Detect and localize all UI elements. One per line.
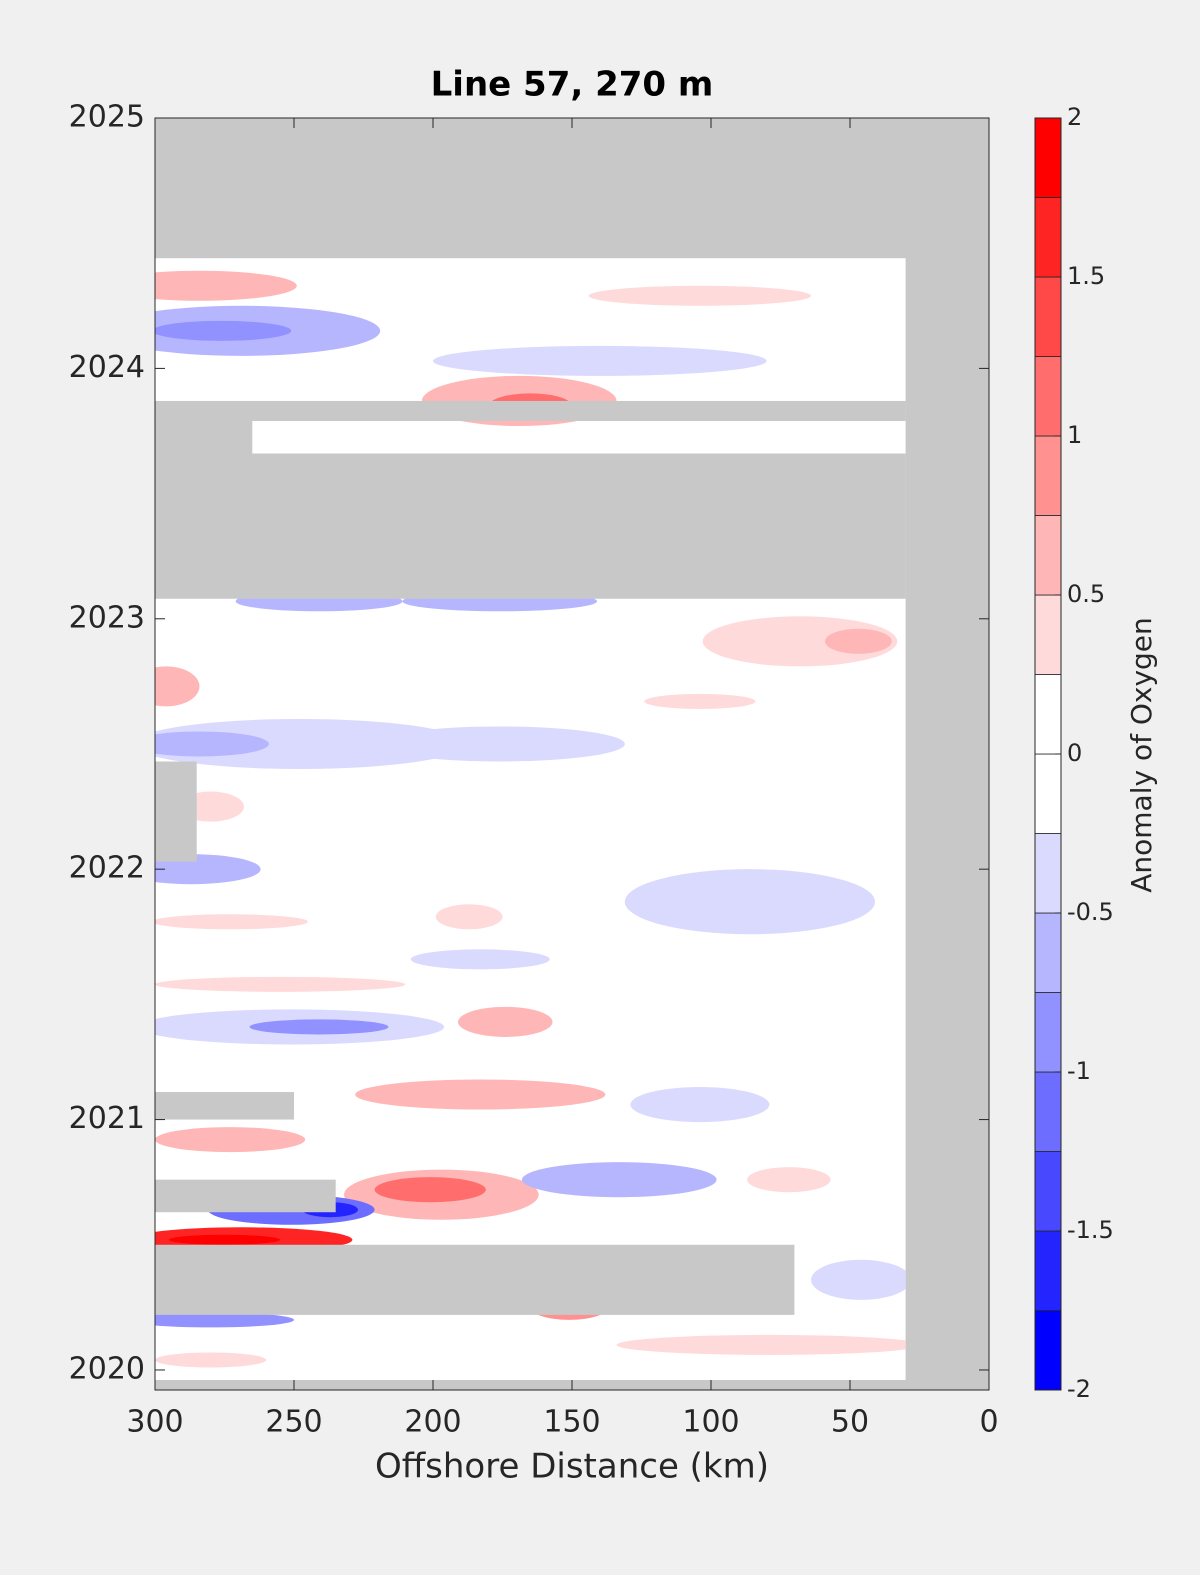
contour-region [811, 1259, 906, 1300]
x-tick-label: 150 [543, 1405, 600, 1440]
colorbar-tick-label: -0.5 [1067, 898, 1114, 926]
colorbar-tick-label: 2 [1067, 103, 1082, 131]
y-tick-label: 2021 [69, 1101, 145, 1136]
no-data-region [155, 400, 906, 421]
colorbar-band [1034, 117, 1062, 198]
contour-region [824, 628, 892, 654]
colorbar-band [1034, 515, 1062, 596]
contour-region [588, 285, 812, 306]
x-tick-label: 300 [126, 1405, 183, 1440]
no-data-region [155, 1179, 336, 1213]
colorbar-band [1034, 753, 1062, 834]
contour-region [624, 869, 876, 935]
contour-region [249, 1019, 389, 1035]
colorbar-band [1034, 992, 1062, 1073]
colorbar-band [1034, 276, 1062, 357]
y-tick-label: 2022 [69, 851, 145, 886]
x-axis-label: Offshore Distance (km) [375, 1447, 769, 1487]
x-tick-label: 100 [682, 1405, 739, 1440]
contour-region [410, 949, 550, 970]
colorbar-band [1034, 833, 1062, 914]
colorbar-tick-label: 1.5 [1067, 262, 1105, 290]
contour-region [155, 914, 308, 930]
contour-region [155, 1352, 267, 1368]
colorbar-tick-label: 0 [1067, 739, 1082, 767]
colorbar-band [1034, 197, 1062, 278]
colorbar-band [1034, 1071, 1062, 1152]
x-tick-label: 200 [404, 1405, 461, 1440]
contour-region [616, 1334, 906, 1355]
contour-region [433, 345, 767, 376]
x-tick-label: 250 [265, 1405, 322, 1440]
no-data-region [155, 1244, 795, 1315]
contour-region [155, 976, 406, 992]
colorbar-label: Anomaly of Oxygen [1125, 617, 1158, 893]
contour-region [355, 1079, 606, 1110]
colorbar-tick-label: -2 [1067, 1375, 1091, 1403]
colorbar-tick-label: 1 [1067, 421, 1082, 449]
x-tick-label: 50 [831, 1405, 869, 1440]
contour-region [374, 1177, 486, 1203]
colorbar-tick-label: -1.5 [1067, 1216, 1114, 1244]
contour-region [747, 1167, 831, 1193]
y-tick-label: 2020 [69, 1351, 145, 1386]
no-data-region [155, 1092, 294, 1120]
contour-region [155, 731, 269, 757]
contour-region [155, 1127, 306, 1153]
y-tick-label: 2023 [69, 600, 145, 635]
contour-region [155, 1312, 294, 1328]
colorbar-band [1034, 1151, 1062, 1232]
colorbar-tick-label: -1 [1067, 1057, 1091, 1085]
colorbar-band [1034, 1230, 1062, 1311]
contour-region [435, 904, 503, 930]
colorbar-band [1034, 674, 1062, 755]
colorbar-tick-label: 0.5 [1067, 580, 1105, 608]
contour-region [644, 693, 756, 709]
contour-region [155, 270, 297, 301]
colorbar-band [1034, 435, 1062, 516]
contour-region [155, 666, 200, 707]
no-data-region [155, 453, 906, 599]
contour-region [155, 320, 292, 341]
contour-region [630, 1087, 770, 1123]
colorbar-band [1034, 356, 1062, 437]
contour-region [155, 854, 261, 885]
no-data-region [155, 420, 253, 454]
no-data-region [155, 761, 197, 862]
y-tick-label: 2025 [69, 100, 145, 135]
contour-region [702, 616, 898, 667]
y-tick-label: 2024 [69, 350, 145, 385]
contour-region [374, 726, 625, 762]
colorbar-band [1034, 594, 1062, 675]
chart-title: Line 57, 270 m [431, 65, 714, 105]
contour-region [458, 1006, 553, 1037]
contour-region [521, 1162, 717, 1198]
colorbar-band [1034, 912, 1062, 993]
x-tick-label: 0 [979, 1405, 998, 1440]
contour-region [155, 718, 467, 770]
contour-region [168, 1234, 281, 1245]
contour-layer [155, 270, 906, 1368]
colorbar-band [1034, 1310, 1062, 1391]
